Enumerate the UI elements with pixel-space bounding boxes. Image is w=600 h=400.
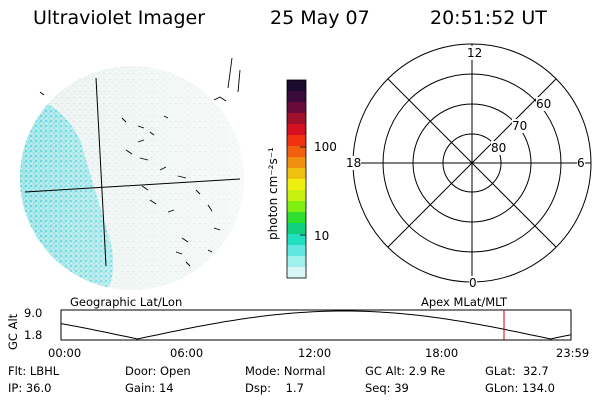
- timeline-ytick-1-8: 1.8: [24, 328, 43, 342]
- colorbar-tick-100: 100: [314, 140, 337, 154]
- colorbar-stripe: [287, 91, 306, 103]
- status-seq: Seq: 39: [365, 381, 409, 395]
- colorbar-stripe: [287, 212, 306, 224]
- status-door: Door: Open: [125, 364, 191, 378]
- mlt-label-6: 6: [577, 156, 585, 170]
- status-mode: Mode: Normal: [245, 364, 326, 378]
- colorbar-stripe: [287, 201, 306, 213]
- mlt-label-12: 12: [466, 46, 484, 60]
- status-gc-alt: GC Alt: 2.9 Re: [365, 364, 446, 378]
- date-label: 25 May 07: [270, 7, 370, 29]
- timeline-xtick-3: 18:00: [425, 346, 459, 360]
- colorbar-stripe: [287, 146, 306, 158]
- colorbar-stripe: [287, 190, 306, 202]
- time-label: 20:51:52 UT: [430, 7, 547, 29]
- lat-label-70: 70: [512, 119, 528, 133]
- orbit-altitude-curve: [60, 310, 572, 340]
- status-filter: Flt: LBHL: [8, 364, 60, 378]
- mlt-label-18: 18: [346, 156, 362, 170]
- colorbar-stripe: [287, 102, 306, 114]
- colorbar-stripe: [287, 267, 306, 279]
- timeline-xtick-1: 06:00: [170, 346, 204, 360]
- status-ip: IP: 36.0: [8, 381, 52, 395]
- status-glat: GLat: 32.7: [485, 364, 549, 378]
- status-glon: GLon: 134.0: [485, 381, 555, 395]
- colorbar-stripe: [287, 168, 306, 180]
- colorbar-stripe: [287, 256, 306, 268]
- timeline-xtick-4: 23:59: [556, 346, 590, 360]
- timeline-left-title: Geographic Lat/Lon: [70, 295, 183, 309]
- timeline-right-title: Apex MLat/MLT: [421, 295, 508, 309]
- lat-label-60: 60: [536, 97, 552, 111]
- colorbar-stripe: [287, 80, 306, 92]
- colorbar-stripe: [287, 245, 306, 257]
- colorbar-stripe: [287, 157, 306, 169]
- status-dsp: Dsp: 1.7: [245, 381, 304, 395]
- colorbar-stripe: [287, 135, 306, 147]
- colorbar-stripe: [287, 179, 306, 191]
- parallel-line: [24, 178, 241, 193]
- lat-label-80: 80: [491, 141, 507, 155]
- timeline-xtick-0: 00:00: [48, 346, 82, 360]
- timeline-ytick-9: 9.0: [24, 306, 43, 320]
- colorbar-stripe: [287, 113, 306, 125]
- meridian-line: [95, 77, 107, 267]
- colorbar-stripe: [287, 124, 306, 136]
- colorbar-stripe: [287, 223, 306, 235]
- coastline-fragments: [39, 57, 241, 267]
- colorbar-stripe: [287, 234, 306, 246]
- instrument-title: Ultraviolet Imager: [33, 7, 206, 29]
- status-gain: Gain: 14: [125, 381, 174, 395]
- mlt-label-0: 0: [469, 276, 477, 290]
- imager-disc: [20, 66, 244, 290]
- timeline-xtick-2: 12:00: [298, 346, 332, 360]
- colorbar-tick-10: 10: [314, 229, 330, 243]
